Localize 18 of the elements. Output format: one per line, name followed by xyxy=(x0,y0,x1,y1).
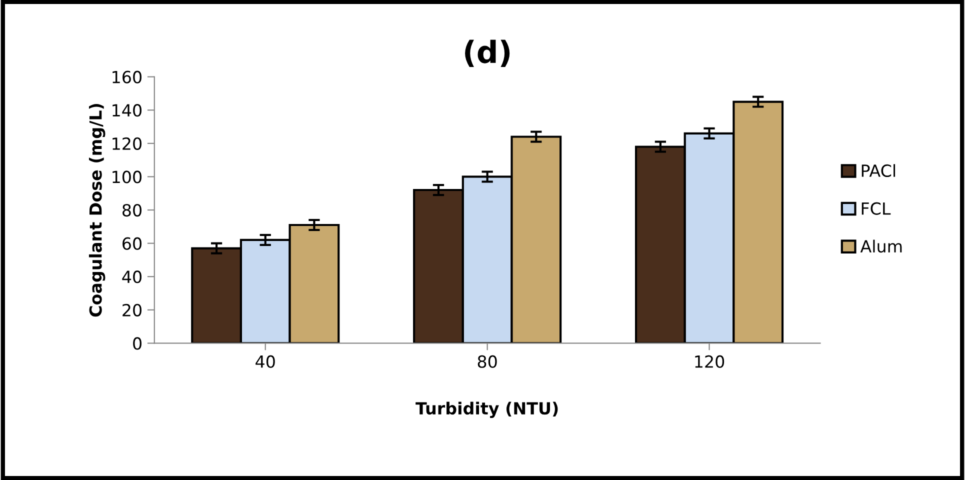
y-tick-label: 80 xyxy=(122,204,142,217)
legend-label: FCL xyxy=(862,202,891,215)
x-axis-title: Turbidity (NTU) xyxy=(416,402,558,418)
y-tick-label: 140 xyxy=(112,104,142,117)
legend-label: PACl xyxy=(862,164,896,178)
y-axis-title: Coagulant Dose (mg/L) xyxy=(88,104,106,317)
y-tick-label: 0 xyxy=(133,337,142,350)
y-tick-label: 60 xyxy=(122,237,142,250)
x-tick-label: 80 xyxy=(478,355,497,368)
chart-title: (d) xyxy=(465,40,510,67)
y-tick-label: 160 xyxy=(112,70,142,84)
y-tick-label: 20 xyxy=(122,304,142,316)
y-tick-label: 120 xyxy=(112,137,142,150)
legend-label: Alum xyxy=(860,240,902,253)
x-tick-label: 40 xyxy=(256,355,275,368)
x-tick-label: 120 xyxy=(695,355,724,368)
y-tick-label: 40 xyxy=(122,270,142,284)
y-tick-label: 100 xyxy=(112,170,142,184)
